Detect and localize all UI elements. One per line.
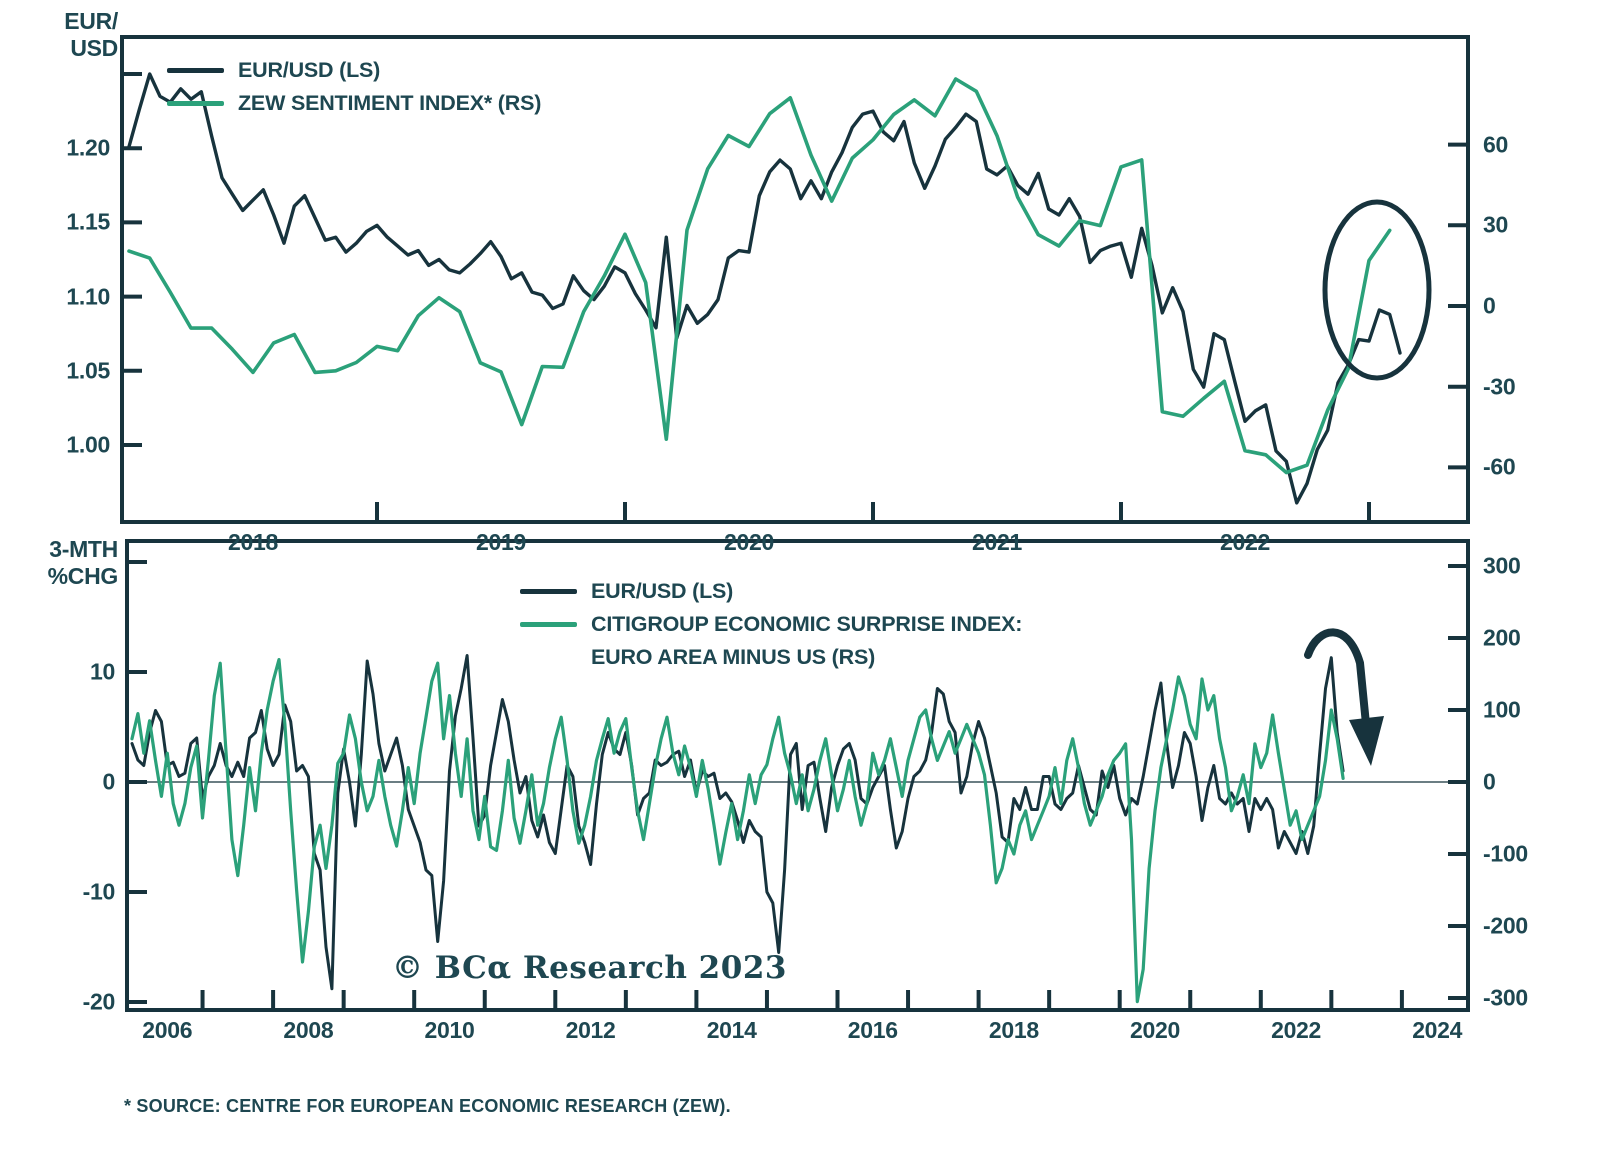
right-axis-tick-label: 300 [1483,552,1521,579]
left-axis-tick-label: 10 [90,658,115,685]
right-axis-tick-label: 100 [1483,696,1521,723]
eurusd-line-swatch [520,589,577,594]
right-axis-tick-label: 60 [1483,131,1508,158]
x-year-label: 2021 [972,529,1022,555]
legend-row: EURO AREA MINUS US (RS) [520,641,1022,674]
left-axis-tick-label: 1.10 [66,283,110,310]
legend-label: CITIGROUP ECONOMIC SURPRISE INDEX: [591,612,1023,636]
right-axis-tick-label: 30 [1483,211,1508,238]
right-axis-tick-label: -200 [1483,912,1528,939]
left-axis-tick-label: 0 [102,768,116,795]
bca-research-watermark: © BCα Research 2023 [392,950,787,986]
series-eurusd [127,72,1402,505]
x-year-label: 2020 [724,529,774,555]
x-year-label: 2008 [283,1017,334,1043]
x-year-label: 2019 [476,529,526,555]
legend-row: EUR/USD (LS) [520,575,1022,608]
legend-row: EUR/USD (LS) [167,54,541,87]
bottom-chart-legend: EUR/USD (LS) CITIGROUP ECONOMIC SURPRISE… [520,575,1022,674]
right-axis-tick-label: -60 [1483,453,1516,480]
series-indicator [130,657,1345,1004]
top-left-axis-title: EUR/ USD [28,8,118,62]
left-axis-tick-label: 1.05 [66,357,110,384]
x-year-label: 2018 [228,529,278,555]
legend-label: ZEW SENTIMENT INDEX* (RS) [238,91,542,115]
series-indicator [127,77,1392,475]
x-year-label: 2014 [706,1017,757,1043]
left-axis-tick-label: 1.20 [66,134,110,161]
right-axis-tick-label: 200 [1483,624,1521,651]
right-axis-tick-label: -30 [1483,373,1516,400]
top-chart-legend: EUR/USD (LS) ZEW SENTIMENT INDEX* (RS) [167,54,541,120]
source-footnote: * SOURCE: CENTRE FOR EUROPEAN ECONOMIC R… [124,1096,731,1116]
axis-title-line: USD [70,35,118,61]
right-axis-tick-label: -300 [1483,984,1528,1011]
x-year-label: 2006 [142,1017,193,1043]
legend-row: ZEW SENTIMENT INDEX* (RS) [167,87,541,120]
x-year-label: 2018 [988,1017,1039,1043]
down-arrow-annotation [1304,628,1370,728]
legend-label: EURO AREA MINUS US (RS) [591,645,876,669]
highlight-ellipse-annotation [1322,199,1432,381]
legend-label: EUR/USD (LS) [238,58,381,82]
axis-title-line: 3-MTH [49,536,118,562]
legend-label: EUR/USD (LS) [591,579,734,603]
right-axis-tick-label: 0 [1483,768,1496,795]
left-axis-tick-label: 1.00 [66,431,110,458]
x-year-label: 2020 [1129,1017,1180,1043]
x-year-label: 2016 [847,1017,898,1043]
axis-title-line: EUR/ [64,8,118,34]
x-year-label: 2024 [1412,1017,1463,1043]
down-arrow-head [1349,716,1384,766]
left-axis-tick-label: -10 [82,878,116,905]
x-year-label: 2022 [1271,1017,1322,1043]
x-year-label: 2012 [565,1017,616,1043]
citi-line-swatch [520,622,577,627]
x-year-label: 2010 [424,1017,475,1043]
right-axis-tick-label: -100 [1483,840,1528,867]
eurusd-line-swatch [167,68,224,73]
left-axis-tick-label: -20 [82,988,116,1015]
series-eurusd [130,654,1345,991]
left-axis-tick-label: 1.15 [66,208,110,235]
chart-frame [120,35,1470,524]
x-year-label: 2022 [1220,529,1270,555]
zew-line-swatch [167,101,224,106]
chart-frame [125,539,1470,1012]
right-axis-tick-label: 0 [1483,292,1496,319]
bottom-left-axis-title: 3-MTH %CHG [28,536,119,590]
legend-row: CITIGROUP ECONOMIC SURPRISE INDEX: [520,608,1022,641]
axis-title-line: %CHG [47,563,119,589]
